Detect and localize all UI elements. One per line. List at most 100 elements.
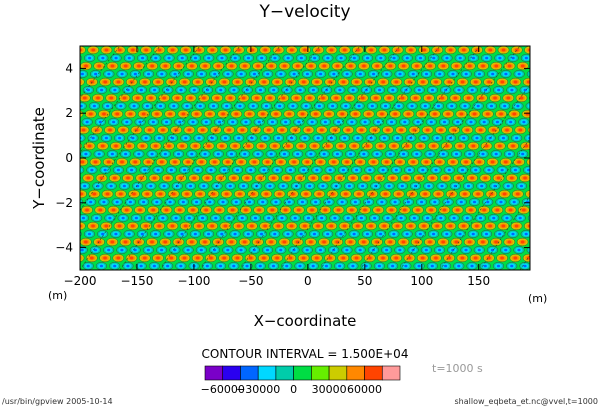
contour-low-core — [134, 216, 138, 220]
contour-line — [141, 189, 153, 199]
contour-line — [121, 205, 133, 215]
contour-high-core — [497, 144, 502, 148]
contour-low-core — [216, 152, 220, 156]
contour-line — [227, 118, 239, 126]
contour-line — [292, 61, 304, 71]
contour-line — [359, 118, 371, 126]
contour-high-ring — [66, 94, 77, 102]
contour-line — [467, 141, 480, 151]
contour-high-core — [134, 128, 139, 132]
contour-low-core — [251, 104, 255, 108]
contour-low-core — [131, 136, 135, 140]
contour-low-core — [381, 168, 385, 172]
contour-line — [129, 70, 141, 78]
contour-high-core — [162, 96, 167, 100]
contour-high-core — [143, 80, 147, 84]
contour-low-core — [164, 120, 169, 124]
contour-high-core — [448, 48, 453, 52]
contour-high-core — [132, 192, 136, 196]
contour-low-core — [74, 89, 77, 92]
contour-line — [268, 86, 280, 94]
contour-line — [376, 198, 388, 206]
y-tick-label: 0 — [65, 151, 73, 165]
contour-low-core — [197, 136, 201, 140]
contour-line — [368, 70, 380, 78]
contour-line — [238, 182, 249, 190]
colorbar-swatch — [311, 365, 330, 381]
contour-low-core — [188, 184, 193, 188]
contour-line — [305, 61, 317, 71]
contour-low-core — [204, 120, 208, 124]
contour-line — [532, 118, 543, 125]
contour-low-core — [548, 153, 551, 156]
contour-high-core — [74, 145, 78, 148]
contour-low-core — [376, 120, 380, 124]
contour-low-core — [406, 200, 410, 204]
contour-high-core — [402, 208, 407, 212]
contour-low-core — [350, 120, 354, 124]
contour-line — [110, 141, 122, 151]
contour-high-core — [152, 176, 157, 180]
contour-line — [439, 118, 450, 126]
contour-low-core — [351, 264, 355, 268]
contour-high-core — [208, 112, 212, 116]
contour-high-mid — [213, 271, 220, 276]
contour-low-core — [194, 200, 199, 204]
contour-line — [105, 93, 117, 103]
contour-low-core — [240, 216, 244, 220]
contour-high-core — [210, 224, 215, 228]
contour-low-core — [120, 72, 124, 76]
contour-high-core — [248, 256, 253, 260]
contour-line — [255, 141, 268, 151]
contour-high-mid — [538, 255, 545, 260]
contour-line — [493, 86, 505, 94]
contour-line — [130, 214, 142, 222]
contour-low-core — [417, 264, 421, 268]
contour-low-core — [445, 232, 449, 236]
contour-low-core — [281, 184, 285, 188]
contour-line — [103, 157, 115, 167]
contour-low-core — [369, 136, 373, 140]
contour-line — [175, 86, 187, 94]
contour-low-core — [325, 88, 329, 92]
contour-line — [124, 109, 137, 119]
contour-line — [451, 150, 462, 158]
contour-high-core — [144, 224, 148, 228]
contour-line — [118, 93, 131, 103]
contour-line — [91, 214, 103, 222]
contour-line — [346, 118, 358, 126]
contour-line — [426, 173, 439, 183]
contour-line — [301, 70, 313, 78]
contour-line — [266, 205, 279, 215]
contour-high-core — [538, 145, 542, 148]
contour-low-core — [315, 168, 319, 172]
contour-low-core — [422, 136, 426, 140]
contour-high-core — [347, 96, 352, 100]
contour-high-ring — [291, 270, 302, 278]
contour-low-core — [81, 216, 86, 220]
contour-line — [80, 125, 90, 135]
contour-high-core — [396, 192, 401, 196]
contour-low-core — [516, 104, 520, 108]
contour-high-ring — [106, 270, 117, 278]
contour-high-core — [387, 96, 392, 100]
contour-high-core — [195, 256, 200, 260]
contour-high-core — [464, 160, 468, 164]
contour-low-core — [264, 104, 269, 108]
contour-line — [424, 61, 436, 71]
contour-high-core — [513, 80, 518, 84]
contour-high-core — [193, 144, 198, 148]
contour-high-core — [140, 144, 145, 148]
contour-line — [441, 54, 453, 62]
contour-low-core — [437, 248, 442, 252]
contour-high-core — [424, 160, 429, 164]
contour-high-core — [410, 192, 414, 196]
contour-high-core — [374, 273, 378, 276]
contour-low-core — [382, 136, 386, 140]
contour-low-mid — [80, 135, 84, 141]
contour-line — [363, 198, 375, 206]
contour-high-core — [430, 176, 435, 180]
contour-high-mid — [539, 223, 546, 228]
contour-line — [216, 141, 228, 151]
contour-high-core — [405, 144, 410, 148]
